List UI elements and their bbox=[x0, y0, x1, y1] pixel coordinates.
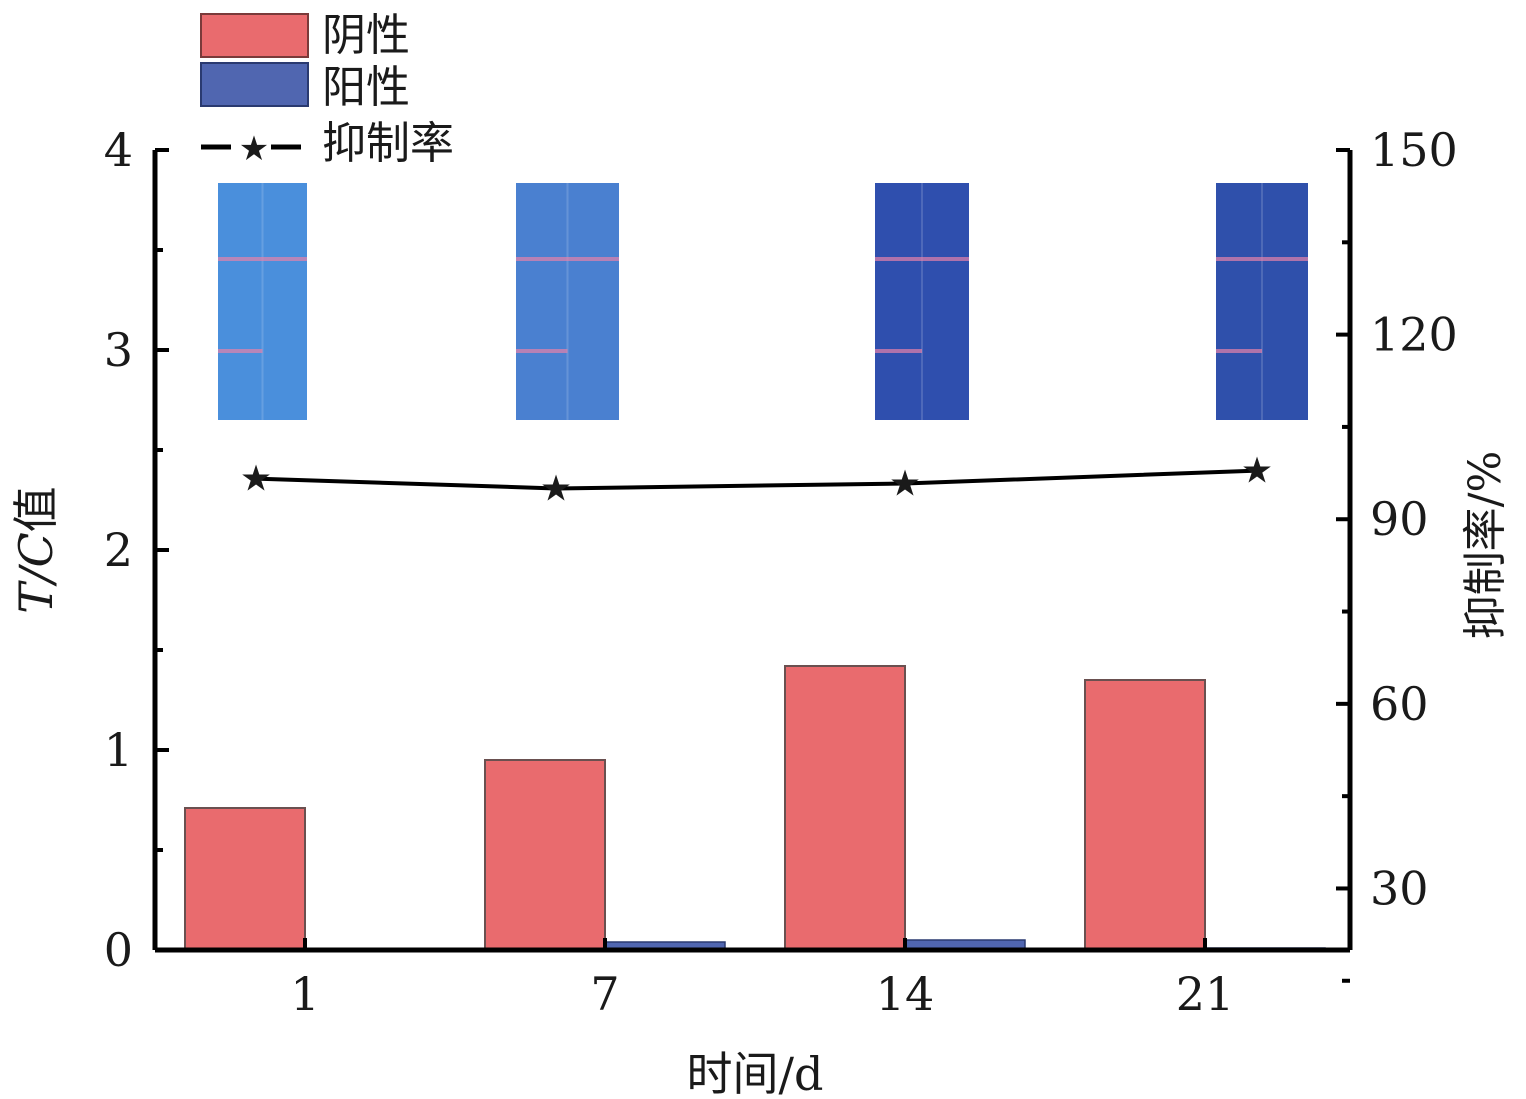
y2-axis-label: 抑制率/% bbox=[1460, 451, 1511, 640]
y2-tick-label: 90 bbox=[1370, 492, 1429, 546]
x-tick-label: 14 bbox=[876, 967, 935, 1021]
inhibition-rate-star-marker: ★ bbox=[1241, 451, 1273, 492]
inhibition-rate-star-marker: ★ bbox=[540, 468, 572, 509]
y2-tick-label: 150 bbox=[1370, 123, 1458, 177]
bar-negative bbox=[184, 807, 306, 951]
y-tick-label: 4 bbox=[104, 123, 133, 177]
legend-swatch-positive bbox=[200, 62, 309, 107]
y-axis-label-italic: T/C bbox=[9, 532, 63, 613]
x-tick-label: 7 bbox=[590, 967, 619, 1021]
legend-label-inhibition: 抑制率 bbox=[322, 118, 454, 169]
inhibition-rate-star-marker: ★ bbox=[240, 459, 272, 500]
test-strip-image bbox=[875, 183, 969, 420]
test-strip-image bbox=[1216, 183, 1308, 420]
test-strip-image bbox=[218, 183, 307, 420]
y2-tick-label: 120 bbox=[1370, 308, 1458, 362]
legend-label-positive: 阳性 bbox=[322, 62, 410, 113]
legend-star-icon: ★ bbox=[239, 129, 269, 169]
legend-swatch-negative bbox=[200, 13, 309, 58]
inhibition-rate-star-marker: ★ bbox=[889, 464, 921, 505]
y2-tick-label: 30 bbox=[1370, 861, 1429, 915]
test-strip-image bbox=[516, 183, 619, 420]
y-tick-label: 3 bbox=[104, 323, 133, 377]
x-tick-label: 21 bbox=[1176, 967, 1235, 1021]
x-tick-label: 1 bbox=[290, 967, 319, 1021]
bar-negative bbox=[784, 665, 906, 951]
bar-negative bbox=[484, 759, 606, 951]
y-tick-label: 1 bbox=[104, 723, 133, 777]
bar-negative bbox=[1084, 679, 1206, 951]
y-axis-label: T/C值 bbox=[9, 486, 63, 613]
y2-tick-label: 60 bbox=[1370, 677, 1429, 731]
y-tick-label: 2 bbox=[104, 523, 133, 577]
legend-label-negative: 阴性 bbox=[322, 10, 410, 61]
x-axis-label: 时间/d bbox=[687, 1047, 824, 1099]
inhibition-rate-line bbox=[255, 468, 1258, 491]
y-axis-label-rest: 值 bbox=[9, 486, 63, 532]
y-tick-label: 0 bbox=[104, 923, 133, 977]
